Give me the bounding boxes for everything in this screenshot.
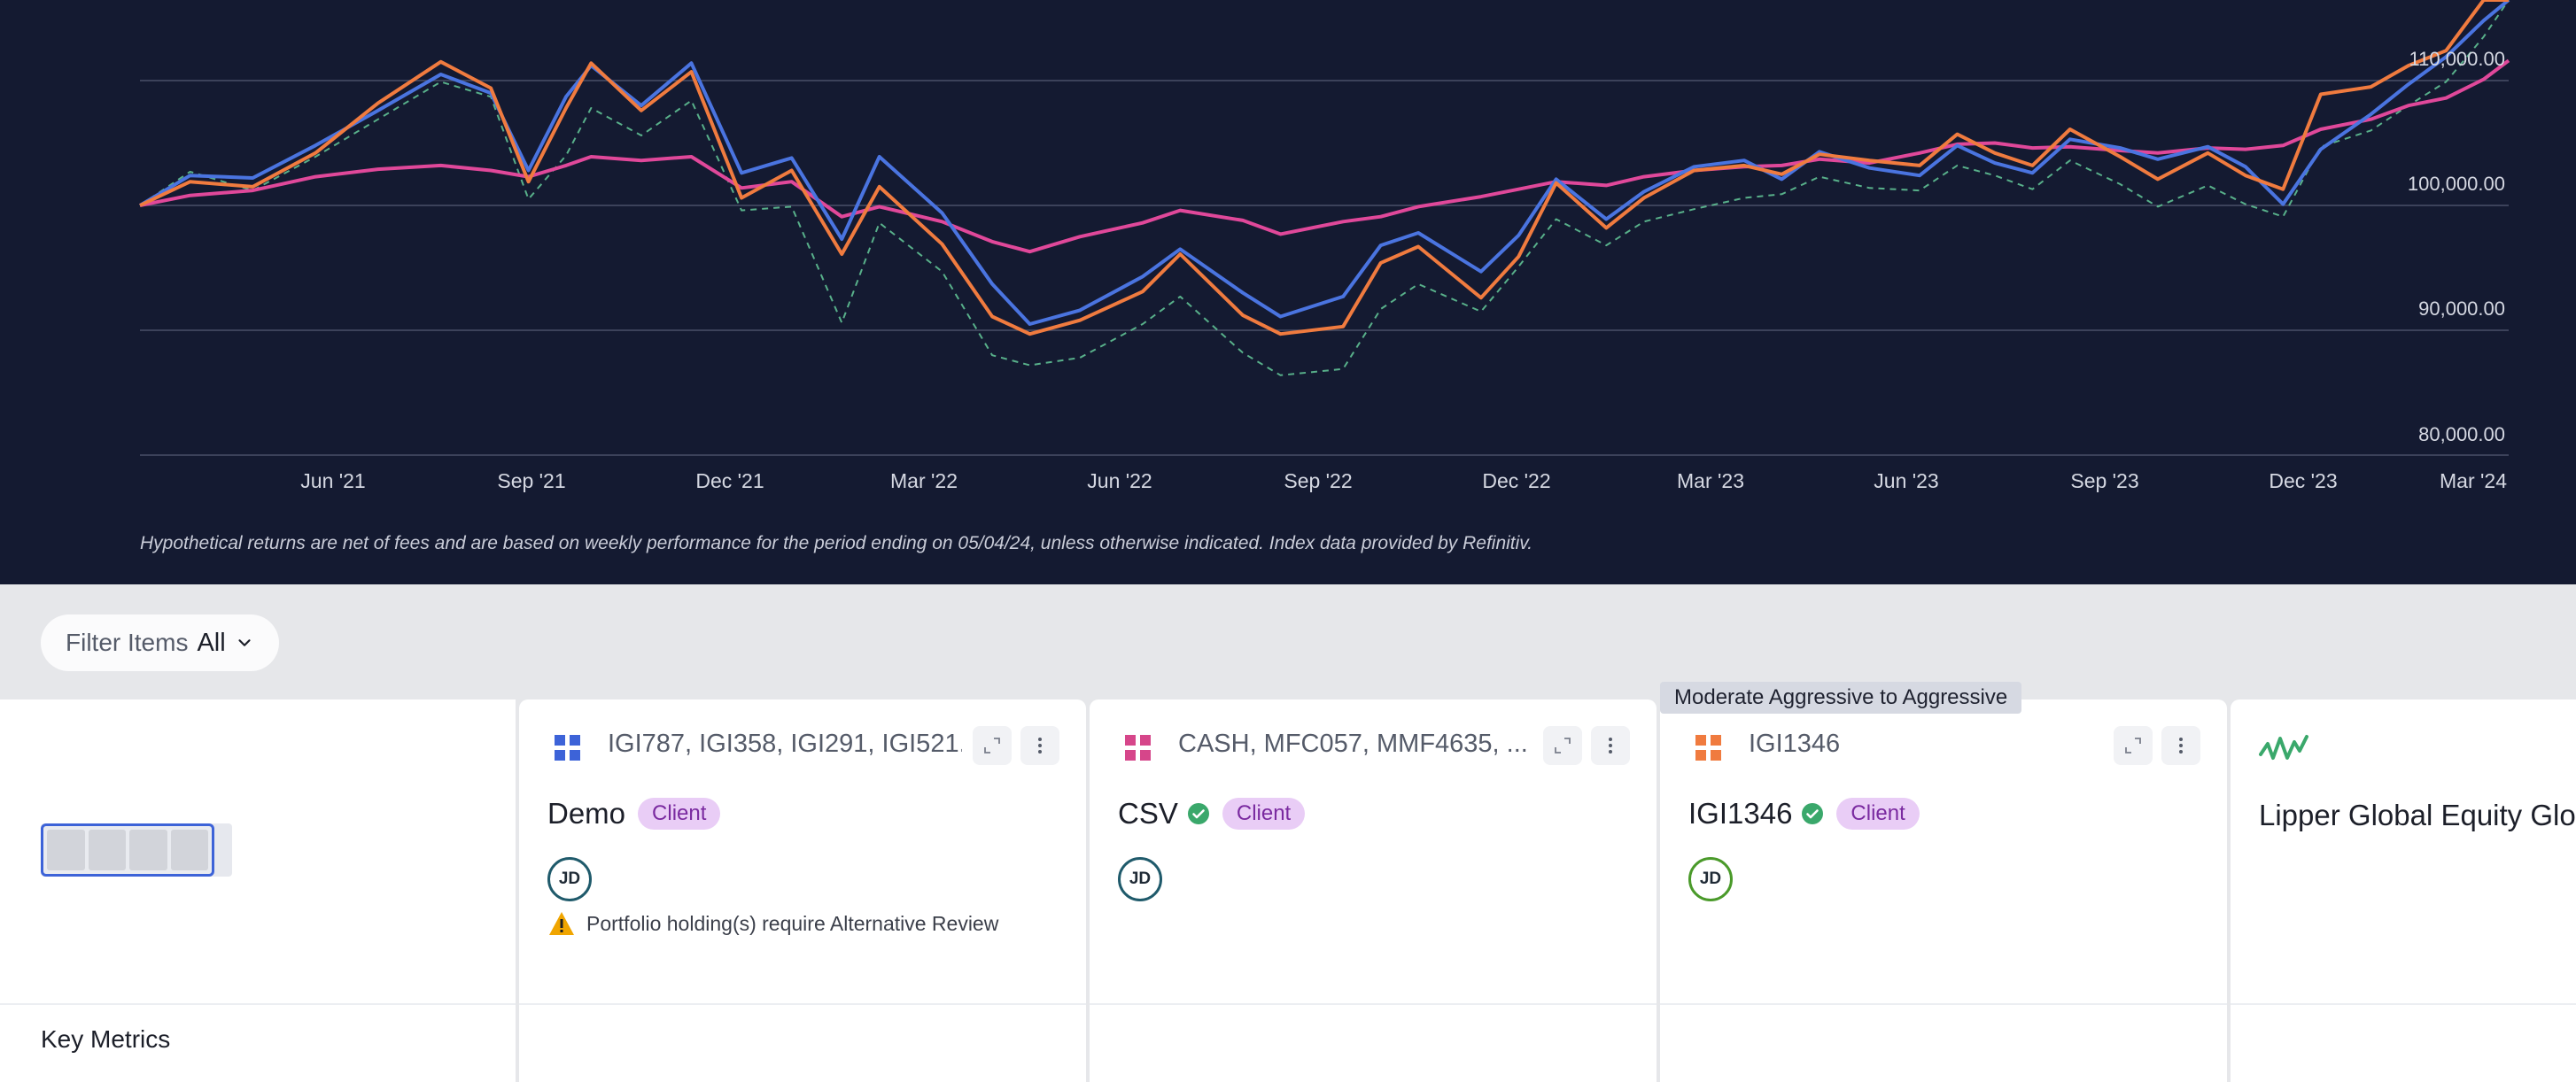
x-tick-label: Jun '22 [1087,469,1152,492]
toggle-segment [129,830,167,870]
more-options-button[interactable] [2161,726,2200,765]
grid-icon [1125,735,1151,761]
grid-icon [555,735,580,761]
metrics-label-column: Key Metrics [0,699,516,1082]
expand-button[interactable] [2114,726,2153,765]
toggle-segment [88,830,126,870]
filter-items-dropdown[interactable]: Filter Items All [41,614,279,671]
expand-button[interactable] [973,726,1012,765]
x-tick-label: Dec '23 [2269,469,2338,492]
x-tick-label: Sep '23 [2070,469,2139,492]
divider [1090,1003,1657,1005]
x-tick-label: Dec '22 [1482,469,1551,492]
y-tick-label: 80,000.00 [2418,423,2505,445]
filter-value: All [197,628,226,657]
client-badge: Client [1222,798,1306,830]
expand-icon [2125,738,2141,754]
series-line-dashed [139,0,2510,376]
toggle-segment [170,830,208,870]
x-tick-label: Mar '24 [2440,469,2507,492]
more-options-button[interactable] [1591,726,1630,765]
holdings-list: CASH, MFC057, MMF4635, ... [1178,730,1528,758]
portfolio-name: CSV [1118,797,1178,830]
client-badge: Client [638,798,721,830]
more-options-button[interactable] [1020,726,1059,765]
holdings-list: IGI787, IGI358, IGI291, IGI521... [608,730,962,758]
x-tick-label: Sep '21 [497,469,566,492]
toggle-segments [41,823,214,877]
toggle-segment [47,830,85,870]
series-line-blue [138,0,2510,326]
filter-label: Filter Items [66,629,189,656]
x-tick-label: Mar '22 [890,469,958,492]
benchmark-title: Lipper Global Equity Global [2259,799,2576,831]
chart-disclaimer: Hypothetical returns are net of fees and… [140,533,1533,553]
series-line-orange [139,0,2509,336]
benchmark-card-lipper: Lipper Global Equity Global [2231,699,2576,1082]
portfolio-card-csv: CASH, MFC057, MMF4635, ... CSV Client JD [1090,699,1657,1082]
portfolio-card-igi1346: IGI1346 IGI1346 Client JD [1660,699,2227,1082]
key-metrics-heading: Key Metrics [41,1025,171,1053]
alternative-review-warning: Portfolio holding(s) require Alternative… [547,910,998,937]
avatar[interactable]: JD [1688,857,1733,901]
benchmark-pulse-icon [2259,735,2308,760]
chart-series-group [138,0,2510,376]
portfolio-name: IGI1346 [1688,797,1793,830]
series-line-magenta [139,58,2510,254]
performance-line-chart [138,0,2510,456]
portfolio-name-row: CSV Client [1118,797,1306,831]
x-tick-label: Sep '22 [1284,469,1353,492]
divider [519,1003,1086,1005]
verified-check-icon [1802,803,1824,824]
portfolio-name-row: IGI1346 Client [1688,797,1920,831]
chevron-down-icon [238,639,251,646]
expand-button[interactable] [1543,726,1582,765]
holdings-list: IGI1346 [1749,730,1841,758]
avatar[interactable]: JD [1118,857,1162,901]
y-tick-label: 110,000.00 [2409,48,2505,70]
risk-profile-tooltip: Moderate Aggressive to Aggressive [1660,682,2022,714]
warning-text: Portfolio holding(s) require Alternative… [586,911,999,935]
client-badge: Client [1836,798,1920,830]
expand-icon [1555,738,1571,754]
performance-chart-panel: 110,000.00 100,000.00 90,000.00 80,000.0… [0,0,2576,584]
more-vertical-icon [2179,738,2183,754]
x-tick-label: Jun '21 [300,469,366,492]
grid-icon [1695,735,1721,761]
y-tick-label: 90,000.00 [2418,298,2505,320]
x-tick-label: Dec '21 [695,469,764,492]
expand-icon [984,738,1000,754]
verified-check-icon [1187,803,1209,824]
divider [0,1003,516,1005]
divider [1660,1003,2227,1005]
warning-icon [549,912,574,935]
loading-toggle[interactable] [41,823,232,877]
x-tick-label: Jun '23 [1874,469,1939,492]
y-tick-label: 100,000.00 [2407,173,2505,195]
more-vertical-icon [1038,738,1042,754]
portfolio-card-demo: IGI787, IGI358, IGI291, IGI521... Demo C… [519,699,1086,1082]
more-vertical-icon [1609,738,1612,754]
avatar[interactable]: JD [547,857,592,901]
x-tick-label: Mar '23 [1677,469,1744,492]
chart-gridlines [140,80,2509,456]
divider [2231,1003,2576,1005]
portfolio-name-row: Demo Client [547,797,721,831]
portfolio-name: Demo [547,797,626,830]
